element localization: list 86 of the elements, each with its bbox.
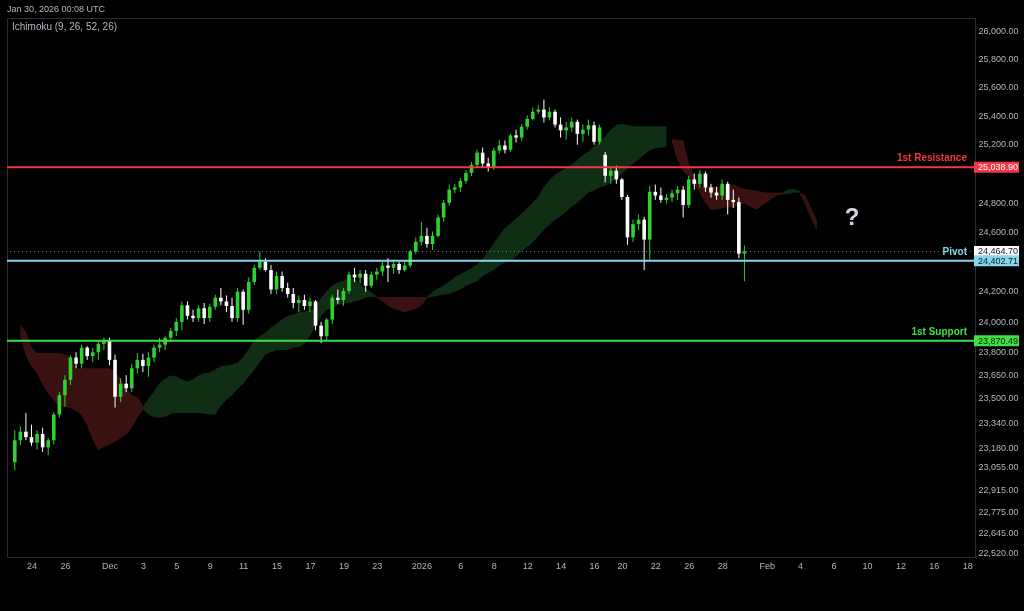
y-tick-label: 22,520.00 (978, 547, 1019, 558)
x-tick-label: 2026 (411, 560, 432, 571)
candlestick (141, 353, 145, 373)
x-tick-label: 6 (831, 560, 837, 571)
x-tick-label: 11 (238, 560, 249, 571)
y-tick-label: 24,402.71 (978, 255, 1019, 266)
x-tick-label: Feb (759, 560, 775, 571)
candlestick (63, 374, 67, 408)
x-tick-label: 20 (617, 560, 628, 571)
candlestick (269, 264, 273, 295)
candlestick (12, 429, 17, 471)
ref-line-label: 1st Resistance (896, 152, 968, 164)
candlestick (347, 271, 351, 295)
ref-line-label: Pivot (942, 245, 968, 257)
candlestick (280, 271, 284, 293)
candlestick (308, 297, 312, 313)
y-tick-label: 24,200.00 (978, 286, 1019, 297)
x-tick-label: Dec (101, 560, 119, 571)
x-tick-label: 26 (684, 560, 695, 571)
y-tick-label: 23,180.00 (978, 442, 1019, 453)
x-tick-label: 28 (717, 560, 728, 571)
x-tick-label: 22 (650, 560, 661, 571)
candlestick (74, 351, 78, 369)
candlestick (258, 250, 262, 271)
x-tick-label: 3 (140, 560, 146, 571)
x-tick-label: 10 (862, 560, 873, 571)
candlestick (252, 264, 257, 286)
x-tick-label: 18 (962, 560, 973, 571)
candlestick (191, 309, 195, 323)
candlestick (230, 297, 234, 323)
x-tick-label: 17 (305, 560, 316, 571)
candlestick (742, 245, 747, 282)
y-tick-label: 25,400.00 (978, 110, 1019, 121)
candlestick (241, 288, 245, 326)
annotation: ? (844, 203, 860, 230)
candlestick (336, 288, 340, 305)
x-tick-label: 12 (895, 560, 906, 571)
y-tick-label: 22,645.00 (978, 527, 1019, 538)
candlestick (397, 261, 401, 275)
y-tick-label: 25,200.00 (978, 139, 1019, 150)
y-tick-label: 24,464.70 (978, 246, 1019, 257)
candlestick (180, 301, 184, 331)
x-tick-label: 12 (522, 560, 533, 571)
y-tick-label: 26,000.00 (978, 26, 1019, 37)
candlestick (29, 424, 34, 447)
candlestick (358, 269, 362, 284)
y-tick-label: 23,650.00 (978, 369, 1019, 380)
x-tick-label: 24 (26, 560, 37, 571)
candlestick (386, 257, 390, 283)
candlestick (207, 303, 212, 323)
y-tick-label: 24,600.00 (978, 226, 1019, 237)
candlestick (129, 363, 134, 393)
x-tick-label: 26 (60, 560, 71, 571)
candlestick (291, 287, 296, 309)
candlestick (24, 412, 28, 441)
y-tick-label: 22,915.00 (978, 484, 1019, 495)
x-tick-label: 9 (207, 560, 213, 571)
x-tick-label: 19 (338, 560, 349, 571)
y-tick-label: 23,870.49 (978, 335, 1019, 346)
x-tick-label: 5 (174, 560, 180, 571)
y-tick-label: 24,000.00 (978, 316, 1019, 327)
x-tick-label: 23 (372, 560, 383, 571)
ref-line-label: 1st Support (911, 325, 968, 337)
y-tick-label: 23,055.00 (978, 462, 1019, 473)
candlestick (35, 429, 39, 451)
y-tick-label: 23,340.00 (978, 417, 1019, 428)
annotation: Ichimoku (9, 26, 52, 26) (12, 21, 118, 32)
candlestick (330, 294, 335, 325)
x-tick-label: 14 (556, 560, 567, 571)
candlestick (202, 302, 206, 325)
x-tick-label: 15 (272, 560, 283, 571)
y-tick-label: 25,600.00 (978, 82, 1019, 93)
x-tick-label: 8 (491, 560, 497, 571)
y-tick-label: 25,038.90 (978, 162, 1019, 173)
y-tick-label: 24,800.00 (978, 197, 1019, 208)
candlestick (542, 99, 546, 123)
x-tick-label: 16 (929, 560, 940, 571)
y-tick-label: 23,800.00 (978, 346, 1019, 357)
y-tick-label: 22,775.00 (978, 506, 1019, 517)
x-tick-label: 16 (589, 560, 600, 571)
x-tick-label: 6 (458, 560, 464, 571)
chart-title: Jan 30, 2026 00:08 UTC (7, 4, 106, 14)
y-tick-label: 23,500.00 (978, 393, 1019, 404)
x-tick-label: 4 (798, 560, 804, 571)
y-tick-label: 25,800.00 (978, 54, 1019, 65)
candlestick (319, 321, 323, 344)
